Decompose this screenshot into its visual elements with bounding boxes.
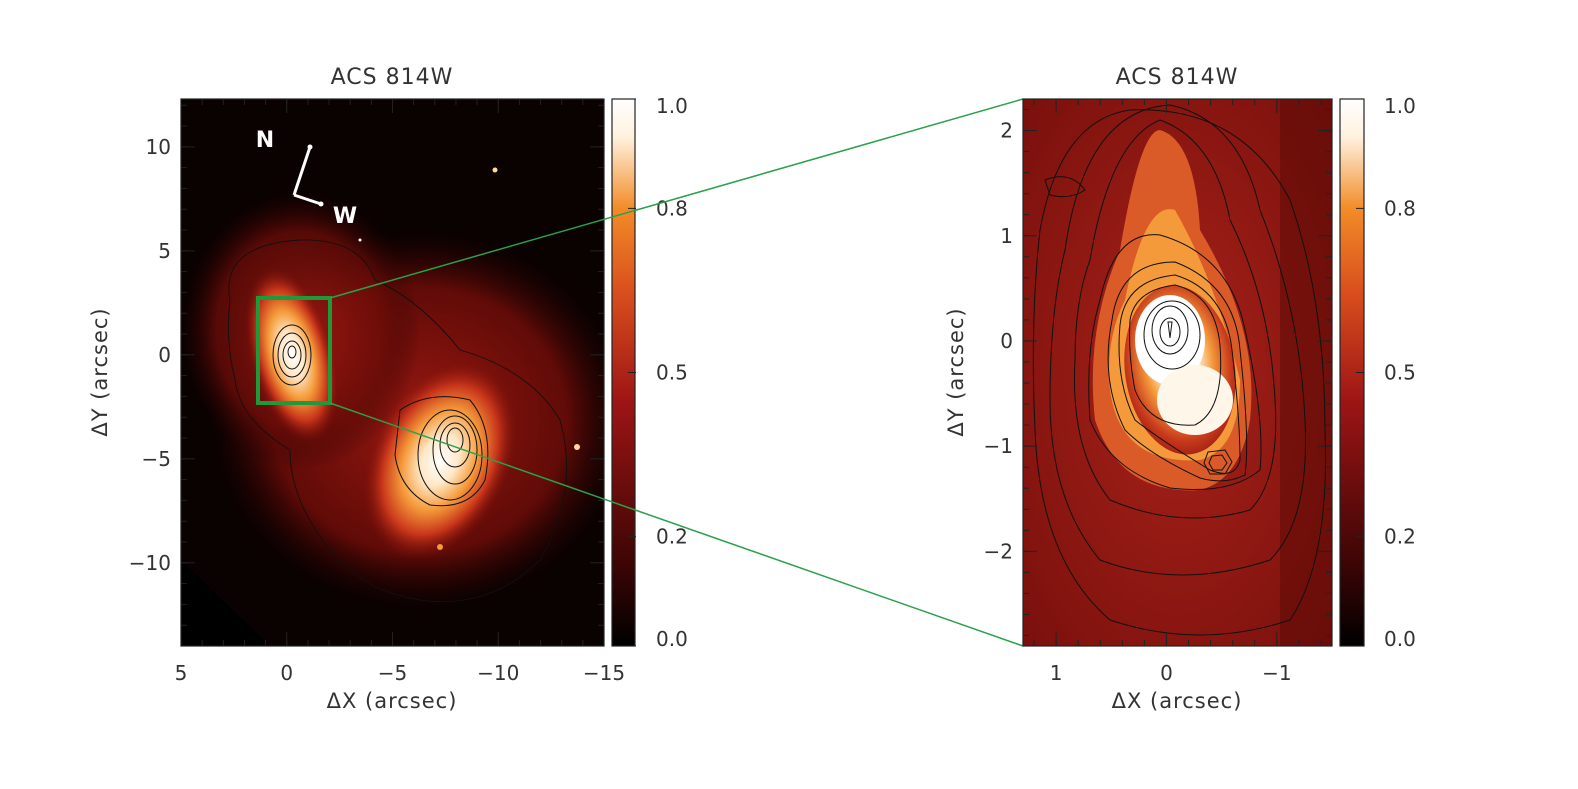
- colorbar-tick-label: 0.2: [1384, 525, 1416, 549]
- x-tick-label: 1: [1050, 661, 1063, 685]
- x-tick-label: 5: [175, 661, 188, 685]
- y-tick-label: 5: [158, 239, 171, 263]
- colorbar-tick-label: 0.0: [656, 627, 688, 651]
- right-panel: ACS 814W: [944, 65, 1416, 713]
- left-ylabel: ΔY (arcsec): [88, 307, 112, 436]
- y-tick-label: 0: [1000, 329, 1013, 353]
- y-tick-label: 1: [1000, 224, 1013, 248]
- left-title: ACS 814W: [331, 65, 454, 90]
- colorbar-tick-label: 0.2: [656, 525, 688, 549]
- x-tick-label: 0: [1160, 661, 1173, 685]
- connector-top: [329, 98, 1024, 299]
- colorbar-tick-label: 1.0: [656, 94, 688, 118]
- y-tick-label: 2: [1000, 119, 1013, 143]
- compass: N W: [256, 128, 357, 229]
- x-tick-label: −5: [378, 661, 407, 685]
- right-image: [1023, 99, 1332, 646]
- right-title: ACS 814W: [1116, 65, 1239, 90]
- y-tick-label: −5: [142, 447, 171, 471]
- colorbar-tick-label: 0.5: [656, 361, 688, 385]
- y-tick-label: −10: [129, 551, 171, 575]
- left-panel: ACS 814W: [88, 65, 688, 713]
- connector-bottom: [329, 402, 1024, 647]
- compass-north-label: N: [256, 128, 274, 153]
- colorbar-tick-label: 0.5: [1384, 361, 1416, 385]
- x-tick-label: −10: [477, 661, 519, 685]
- y-tick-label: −1: [984, 434, 1013, 458]
- x-tick-label: −1: [1262, 661, 1291, 685]
- right-axes-frame: [1022, 98, 1333, 647]
- right-ticks: 1 0 −1 2 1 0 −1 −2: [984, 99, 1332, 685]
- x-tick-label: −15: [583, 661, 625, 685]
- right-ylabel: ΔY (arcsec): [944, 307, 968, 436]
- left-xlabel: ΔX (arcsec): [327, 689, 458, 713]
- colorbar-tick-label: 0.0: [1384, 627, 1416, 651]
- zoom-box: [256, 296, 332, 405]
- right-xlabel: ΔX (arcsec): [1112, 689, 1243, 713]
- y-tick-label: −2: [984, 539, 1013, 563]
- left-contours: [227, 239, 568, 603]
- left-image: [181, 99, 604, 646]
- y-tick-label: 10: [146, 135, 171, 159]
- left-colorbar: [612, 99, 635, 646]
- colorbar-tick-label: 0.8: [1384, 196, 1416, 220]
- right-colorbar-ticks: 1.0 0.8 0.5 0.2 0.0: [1356, 94, 1416, 651]
- left-colorbar-ticks: 1.00.80.50.20.0: [628, 94, 688, 651]
- y-tick-label: 0: [158, 343, 171, 367]
- right-contours: [1032, 104, 1327, 636]
- left-ticks: 5 0 −5 −10 −15 10 5 0 −5 −10: [129, 99, 625, 685]
- zoom-connectors: [329, 98, 1024, 647]
- x-tick-label: 0: [280, 661, 293, 685]
- colorbar-tick-label: 1.0: [1384, 94, 1416, 118]
- compass-west-label: W: [333, 204, 357, 229]
